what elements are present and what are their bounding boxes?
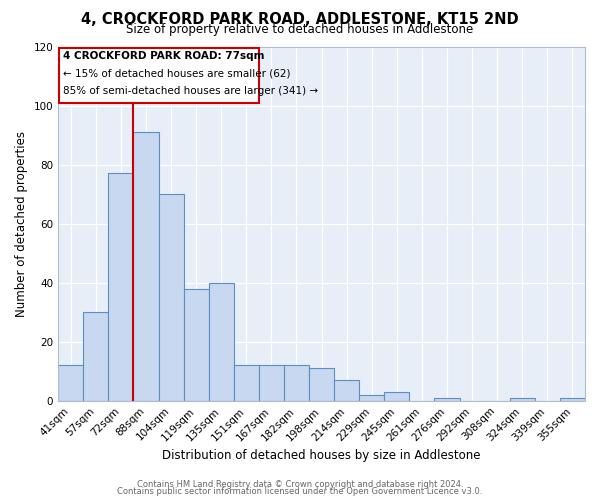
Text: 85% of semi-detached houses are larger (341) →: 85% of semi-detached houses are larger (…: [63, 86, 319, 97]
Bar: [284, 366, 309, 401]
Bar: [385, 392, 409, 401]
Text: Contains HM Land Registry data © Crown copyright and database right 2024.: Contains HM Land Registry data © Crown c…: [137, 480, 463, 489]
Bar: [209, 282, 234, 401]
X-axis label: Distribution of detached houses by size in Addlestone: Distribution of detached houses by size …: [163, 450, 481, 462]
Bar: [309, 368, 334, 401]
Bar: [133, 132, 158, 401]
Bar: [334, 380, 359, 401]
Bar: [109, 174, 133, 401]
Text: Size of property relative to detached houses in Addlestone: Size of property relative to detached ho…: [127, 24, 473, 36]
Text: 4, CROCKFORD PARK ROAD, ADDLESTONE, KT15 2ND: 4, CROCKFORD PARK ROAD, ADDLESTONE, KT15…: [81, 12, 519, 28]
Bar: [234, 366, 259, 401]
Bar: [434, 398, 460, 401]
Bar: [560, 398, 585, 401]
FancyBboxPatch shape: [59, 48, 259, 102]
Bar: [259, 366, 284, 401]
Bar: [58, 366, 83, 401]
Bar: [359, 395, 385, 401]
Text: 4 CROCKFORD PARK ROAD: 77sqm: 4 CROCKFORD PARK ROAD: 77sqm: [63, 51, 265, 61]
Bar: [184, 288, 209, 401]
Text: ← 15% of detached houses are smaller (62): ← 15% of detached houses are smaller (62…: [63, 68, 290, 78]
Text: Contains public sector information licensed under the Open Government Licence v3: Contains public sector information licen…: [118, 487, 482, 496]
Bar: [83, 312, 109, 401]
Y-axis label: Number of detached properties: Number of detached properties: [15, 130, 28, 316]
Bar: [158, 194, 184, 401]
Bar: [510, 398, 535, 401]
